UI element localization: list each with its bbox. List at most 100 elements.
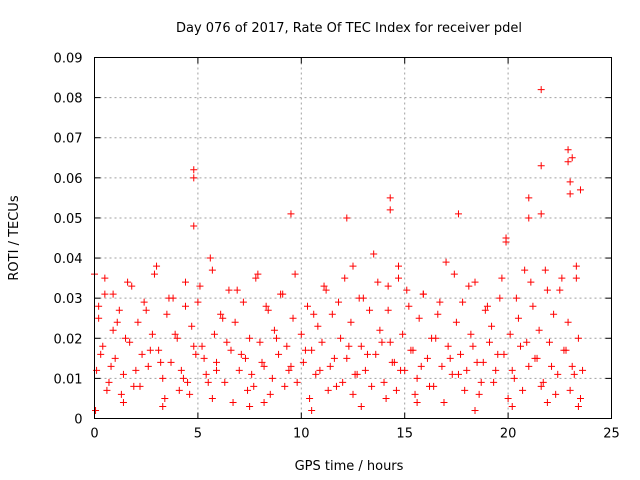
- data-point: [570, 370, 578, 378]
- data-point: [130, 382, 138, 390]
- data-point: [134, 318, 142, 326]
- data-point: [186, 390, 194, 398]
- data-point: [213, 358, 221, 366]
- data-point: [283, 342, 291, 350]
- data-point: [467, 330, 475, 338]
- data-point: [192, 350, 200, 358]
- data-point: [163, 310, 171, 318]
- data-point: [343, 214, 351, 222]
- data-point: [122, 334, 130, 342]
- data-point: [175, 386, 183, 394]
- data-point: [438, 362, 446, 370]
- data-point: [541, 266, 549, 274]
- data-point: [159, 374, 167, 382]
- data-point: [293, 378, 301, 386]
- data-point: [564, 146, 572, 154]
- data-point: [328, 310, 336, 318]
- data-point: [142, 306, 150, 314]
- data-point: [452, 318, 460, 326]
- data-point: [256, 338, 264, 346]
- data-point: [310, 310, 318, 318]
- data-point: [113, 318, 121, 326]
- data-point: [525, 214, 533, 222]
- data-point: [537, 86, 545, 94]
- data-point: [543, 286, 551, 294]
- data-point: [510, 374, 518, 382]
- data-point: [246, 402, 254, 410]
- data-point: [512, 294, 520, 302]
- data-point: [246, 334, 254, 342]
- data-point: [403, 286, 411, 294]
- data-point: [417, 362, 425, 370]
- data-point: [572, 274, 580, 282]
- data-point: [566, 386, 574, 394]
- data-point: [407, 346, 415, 354]
- data-point: [552, 390, 560, 398]
- data-point: [219, 314, 227, 322]
- y-tick-label: 0.05: [54, 212, 83, 227]
- data-point: [508, 402, 516, 410]
- data-point: [461, 386, 469, 394]
- data-point: [465, 282, 473, 290]
- data-point: [181, 278, 189, 286]
- data-point: [335, 298, 343, 306]
- data-point: [126, 338, 134, 346]
- data-point: [359, 294, 367, 302]
- data-point: [136, 382, 144, 390]
- data-point: [115, 306, 123, 314]
- data-point: [109, 326, 117, 334]
- data-point: [576, 186, 584, 194]
- data-point: [132, 366, 140, 374]
- data-point: [268, 374, 276, 382]
- data-point: [171, 330, 179, 338]
- data-point: [190, 166, 198, 174]
- data-point: [525, 362, 533, 370]
- grid-lines: [94, 57, 612, 419]
- data-point: [339, 378, 347, 386]
- y-tick-label: 0.04: [54, 252, 83, 267]
- data-point: [244, 386, 252, 394]
- data-point: [299, 358, 307, 366]
- data-point: [248, 370, 256, 378]
- data-point: [388, 358, 396, 366]
- data-point: [394, 262, 402, 270]
- data-point: [308, 406, 316, 414]
- data-point: [287, 210, 295, 218]
- data-point: [107, 362, 115, 370]
- data-point: [181, 302, 189, 310]
- data-point: [330, 354, 338, 362]
- y-tick-label: 0.07: [54, 132, 83, 147]
- data-point: [357, 402, 365, 410]
- x-axis-ticks: 0 5 10 15 20 25: [90, 57, 620, 442]
- data-point: [471, 406, 479, 414]
- data-point: [347, 318, 355, 326]
- data-point: [337, 334, 345, 342]
- x-tick-label: 10: [293, 427, 310, 442]
- y-tick-label: 0.08: [54, 92, 83, 107]
- data-point: [537, 210, 545, 218]
- data-point: [413, 398, 421, 406]
- data-point: [440, 398, 448, 406]
- data-point: [150, 270, 158, 278]
- y-tick-label: 0.01: [54, 372, 83, 387]
- data-point: [190, 222, 198, 230]
- data-point: [568, 362, 576, 370]
- data-point: [258, 358, 266, 366]
- data-point: [194, 298, 202, 306]
- data-point: [202, 370, 210, 378]
- data-point: [479, 358, 487, 366]
- data-point: [297, 330, 305, 338]
- data-point: [483, 302, 491, 310]
- data-point: [101, 274, 109, 282]
- data-point: [177, 366, 185, 374]
- data-point: [556, 286, 564, 294]
- data-point: [264, 306, 272, 314]
- data-point: [92, 406, 100, 414]
- data-point: [473, 358, 481, 366]
- data-point: [504, 394, 512, 402]
- data-point: [148, 330, 156, 338]
- data-point: [469, 342, 477, 350]
- data-point: [272, 334, 280, 342]
- data-point: [450, 270, 458, 278]
- data-point: [533, 354, 541, 362]
